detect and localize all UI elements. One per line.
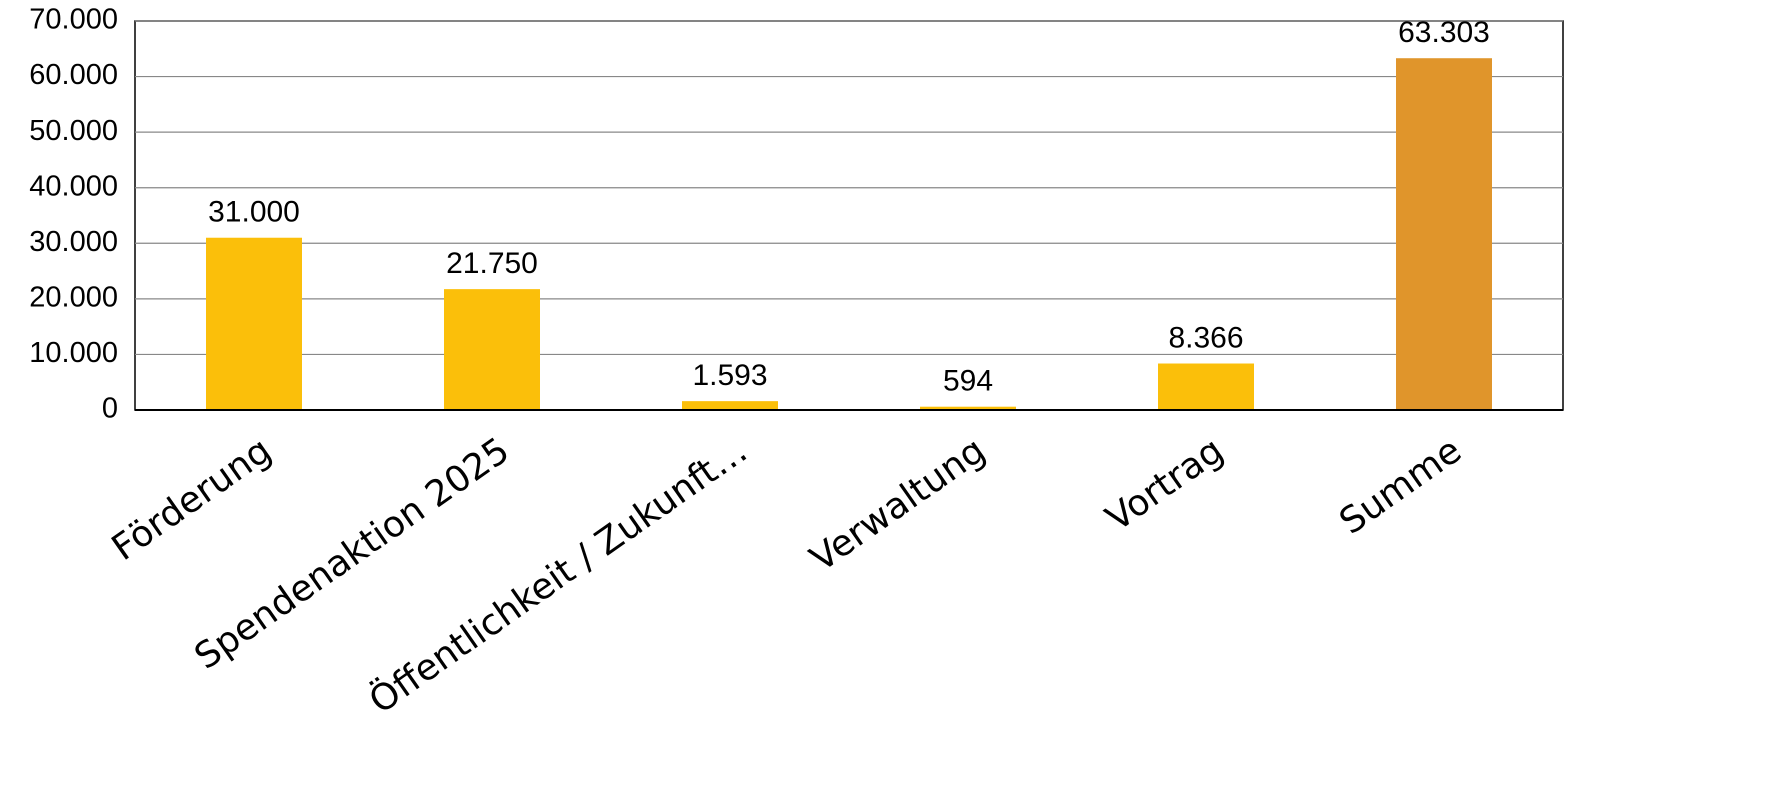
bar bbox=[1158, 363, 1254, 410]
x-tick-label: Verwaltung bbox=[803, 430, 993, 580]
y-tick-label: 60.000 bbox=[29, 59, 118, 91]
y-tick-label: 70.000 bbox=[29, 4, 118, 36]
y-tick-label: 40.000 bbox=[29, 170, 118, 202]
y-tick-label: 20.000 bbox=[29, 282, 118, 314]
bar bbox=[1396, 58, 1492, 410]
x-tick-label: Vortrag bbox=[1099, 430, 1231, 540]
bar bbox=[682, 401, 778, 410]
bar bbox=[920, 406, 1016, 410]
x-tick-label: Summe bbox=[1332, 430, 1469, 543]
bar bbox=[206, 237, 302, 410]
y-tick-label: 30.000 bbox=[29, 226, 118, 258]
value-label: 63.303 bbox=[1398, 16, 1490, 49]
y-tick-label: 50.000 bbox=[29, 115, 118, 147]
y-tick-label: 10.000 bbox=[29, 337, 118, 369]
value-label: 594 bbox=[943, 365, 993, 398]
x-tick-label: Förderung bbox=[105, 430, 279, 569]
value-label: 1.593 bbox=[692, 359, 767, 392]
value-label: 21.750 bbox=[446, 247, 538, 280]
x-tick-label: Öffentlichkeit / Zukunft… bbox=[362, 429, 755, 722]
plot-frame bbox=[134, 20, 1564, 411]
y-tick-label: 0 bbox=[102, 393, 118, 425]
value-label: 31.000 bbox=[208, 196, 300, 229]
value-label: 8.366 bbox=[1168, 321, 1243, 354]
bar bbox=[444, 289, 540, 410]
